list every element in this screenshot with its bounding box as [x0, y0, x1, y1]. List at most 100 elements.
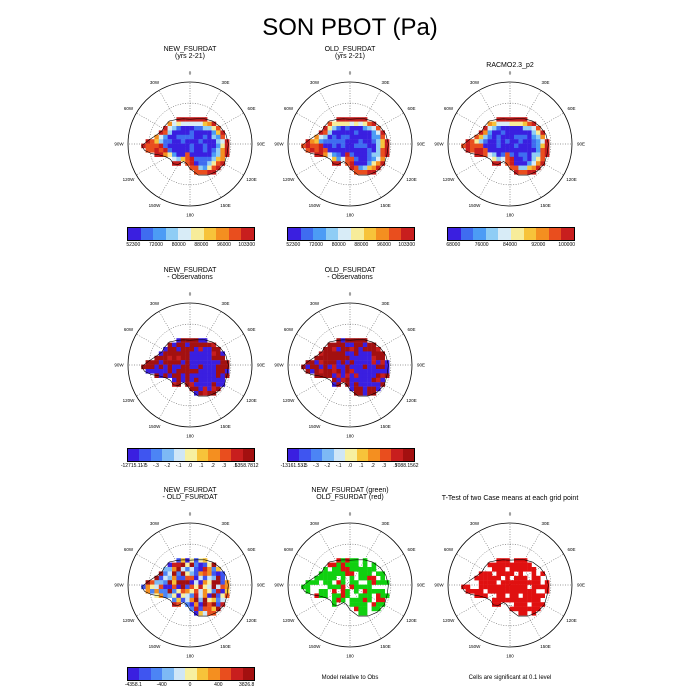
- grid-cell: [207, 386, 212, 392]
- grid-cell: [527, 161, 532, 166]
- grid-cell: [198, 369, 203, 374]
- grid-cell: [332, 351, 337, 356]
- colorbar-swatch: [231, 449, 243, 461]
- grid-cell: [487, 130, 493, 135]
- grid-cell: [194, 342, 199, 348]
- colorbar-swatch: [162, 668, 174, 680]
- grid-cell: [189, 386, 195, 392]
- grid-cell: [522, 593, 528, 598]
- grid-cell: [176, 377, 181, 383]
- grid-cell: [522, 130, 528, 135]
- grid-cell: [220, 364, 225, 370]
- grid-cell: [478, 143, 484, 149]
- grid-cell: [158, 584, 164, 590]
- grid-cell: [327, 351, 333, 356]
- grid-cell: [185, 377, 190, 383]
- colorbar-swatch: [185, 668, 197, 680]
- grid-cell: [362, 351, 368, 356]
- grid-cell: [354, 589, 359, 594]
- grid-cell: [367, 364, 372, 370]
- grid-cell: [185, 126, 190, 131]
- grid-cell: [176, 355, 181, 361]
- grid-cell: [211, 597, 217, 603]
- colorbar-swatch: [310, 449, 323, 461]
- grid-cell: [536, 593, 541, 598]
- grid-cell: [376, 139, 381, 144]
- grid-cell: [185, 558, 190, 563]
- grid-cell: [220, 161, 225, 166]
- colorbar-swatch: [300, 228, 314, 240]
- longitude-label: 30W: [470, 521, 480, 526]
- longitude-label: 90E: [257, 363, 265, 368]
- grid-cell: [167, 342, 173, 348]
- grid-cell: [362, 360, 368, 365]
- longitude-label: 120E: [406, 177, 417, 182]
- grid-cell: [220, 134, 225, 140]
- grid-cell: [522, 170, 528, 175]
- grid-cell: [327, 364, 333, 370]
- grid-cell: [362, 143, 368, 149]
- grid-cell: [211, 575, 217, 581]
- grid-cell: [349, 364, 355, 370]
- grid-cell: [198, 170, 203, 175]
- grid-cell: [207, 161, 212, 166]
- grid-cell: [180, 347, 186, 352]
- grid-cell: [509, 117, 515, 122]
- grid-cell: [345, 364, 350, 370]
- grid-cell: [211, 562, 217, 568]
- grid-cell: [340, 558, 346, 563]
- grid-cell: [185, 360, 190, 365]
- grid-cell: [216, 567, 221, 572]
- grid-cell: [496, 584, 501, 590]
- grid-cell: [194, 386, 199, 392]
- grid-cell: [163, 373, 168, 378]
- grid-cell: [384, 139, 390, 144]
- grid-cell: [349, 143, 355, 149]
- grid-cell: [354, 584, 359, 590]
- grid-cell: [336, 382, 341, 387]
- grid-cell: [185, 134, 190, 140]
- grid-cell: [167, 143, 173, 149]
- grid-cell: [505, 584, 510, 590]
- grid-cell: [527, 567, 532, 572]
- grid-cell: [189, 606, 195, 612]
- grid-cell: [380, 130, 385, 135]
- grid-cell: [220, 156, 225, 162]
- grid-cell: [332, 593, 337, 598]
- grid-cell: [314, 143, 319, 149]
- grid-cell: [202, 593, 208, 598]
- grid-cell: [340, 338, 346, 343]
- grid-cell: [323, 139, 328, 144]
- grid-cell: [318, 351, 324, 356]
- grid-cell: [505, 558, 510, 563]
- grid-cell: [536, 148, 541, 153]
- longitude-label: 150W: [149, 424, 162, 429]
- grid-cell: [198, 161, 203, 166]
- grid-cell: [380, 364, 385, 370]
- grid-cell: [518, 148, 523, 153]
- grid-cell: [207, 567, 212, 572]
- longitude-label: 0: [349, 71, 352, 76]
- grid-cell: [492, 130, 497, 135]
- grid-cell: [194, 152, 199, 157]
- grid-cell: [358, 364, 363, 370]
- grid-cell: [176, 347, 181, 352]
- grid-cell: [500, 584, 506, 590]
- grid-cell: [189, 338, 195, 343]
- grid-cell: [194, 170, 199, 175]
- grid-cell: [340, 597, 346, 603]
- grid-cell: [323, 355, 328, 361]
- grid-cell: [220, 143, 225, 149]
- grid-cell: [531, 597, 537, 603]
- grid-cell: [362, 170, 368, 175]
- grid-cell: [216, 165, 221, 171]
- grid-cell: [167, 126, 173, 131]
- longitude-label: 120E: [246, 398, 257, 403]
- grid-cell: [305, 364, 311, 370]
- grid-cell: [358, 165, 363, 171]
- grid-cell: [167, 571, 173, 576]
- grid-cell: [211, 165, 217, 171]
- panel-title-line1: NEW_FSURDAT: [163, 487, 217, 494]
- grid-cell: [180, 143, 186, 149]
- grid-cell: [478, 130, 484, 135]
